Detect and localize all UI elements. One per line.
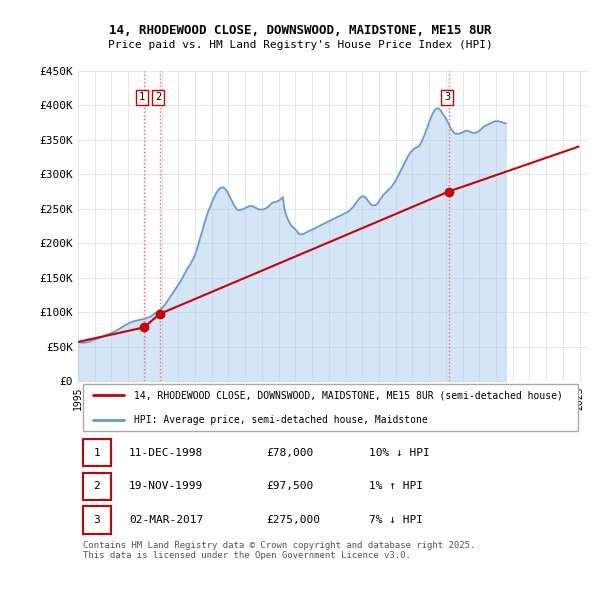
Text: 7% ↓ HPI: 7% ↓ HPI — [368, 515, 422, 525]
Text: £97,500: £97,500 — [266, 481, 314, 491]
Text: 1% ↑ HPI: 1% ↑ HPI — [368, 481, 422, 491]
FancyBboxPatch shape — [83, 439, 111, 466]
Text: HPI: Average price, semi-detached house, Maidstone: HPI: Average price, semi-detached house,… — [134, 415, 428, 425]
Text: 14, RHODEWOOD CLOSE, DOWNSWOOD, MAIDSTONE, ME15 8UR: 14, RHODEWOOD CLOSE, DOWNSWOOD, MAIDSTON… — [109, 24, 491, 37]
Text: 14, RHODEWOOD CLOSE, DOWNSWOOD, MAIDSTONE, ME15 8UR (semi-detached house): 14, RHODEWOOD CLOSE, DOWNSWOOD, MAIDSTON… — [134, 391, 563, 401]
Text: 11-DEC-1998: 11-DEC-1998 — [129, 448, 203, 458]
Text: 3: 3 — [444, 92, 450, 102]
Text: 19-NOV-1999: 19-NOV-1999 — [129, 481, 203, 491]
Text: £78,000: £78,000 — [266, 448, 314, 458]
Text: 1: 1 — [139, 92, 145, 102]
Text: 3: 3 — [94, 515, 100, 525]
FancyBboxPatch shape — [83, 506, 111, 533]
FancyBboxPatch shape — [83, 473, 111, 500]
Text: 2: 2 — [155, 92, 161, 102]
Text: Price paid vs. HM Land Registry's House Price Index (HPI): Price paid vs. HM Land Registry's House … — [107, 40, 493, 50]
FancyBboxPatch shape — [83, 384, 578, 431]
Text: 1: 1 — [94, 448, 100, 458]
Text: 02-MAR-2017: 02-MAR-2017 — [129, 515, 203, 525]
Text: £275,000: £275,000 — [266, 515, 320, 525]
Text: 2: 2 — [94, 481, 100, 491]
Text: 10% ↓ HPI: 10% ↓ HPI — [368, 448, 430, 458]
Text: Contains HM Land Registry data © Crown copyright and database right 2025.
This d: Contains HM Land Registry data © Crown c… — [83, 540, 475, 560]
